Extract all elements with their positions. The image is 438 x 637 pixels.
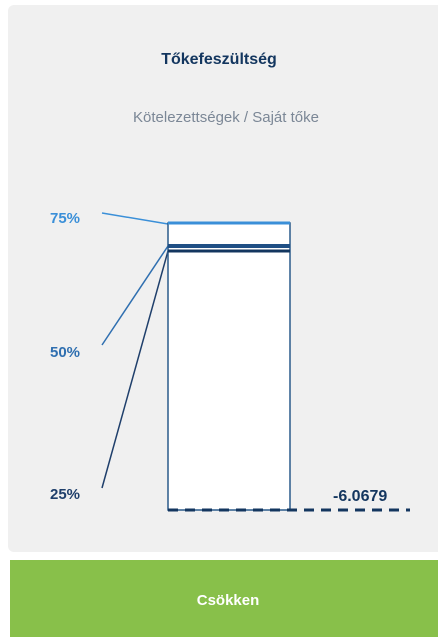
- leader-line: [101, 212, 169, 225]
- button[interactable]: [10, 560, 438, 637]
- title: Tőkefeszültség: [161, 51, 277, 68]
- level-label: 50%: [50, 344, 80, 361]
- level-label: 25%: [50, 486, 80, 503]
- leader-line: [101, 245, 169, 346]
- level-label: 75%: [50, 210, 80, 227]
- gauge-box: [167, 222, 291, 511]
- leader-line: [101, 250, 169, 489]
- subtitle: Kötelezettségek / Saját tőke: [133, 109, 319, 126]
- button-label[interactable]: Csökken: [197, 592, 260, 609]
- value-label: -6.0679: [333, 488, 387, 505]
